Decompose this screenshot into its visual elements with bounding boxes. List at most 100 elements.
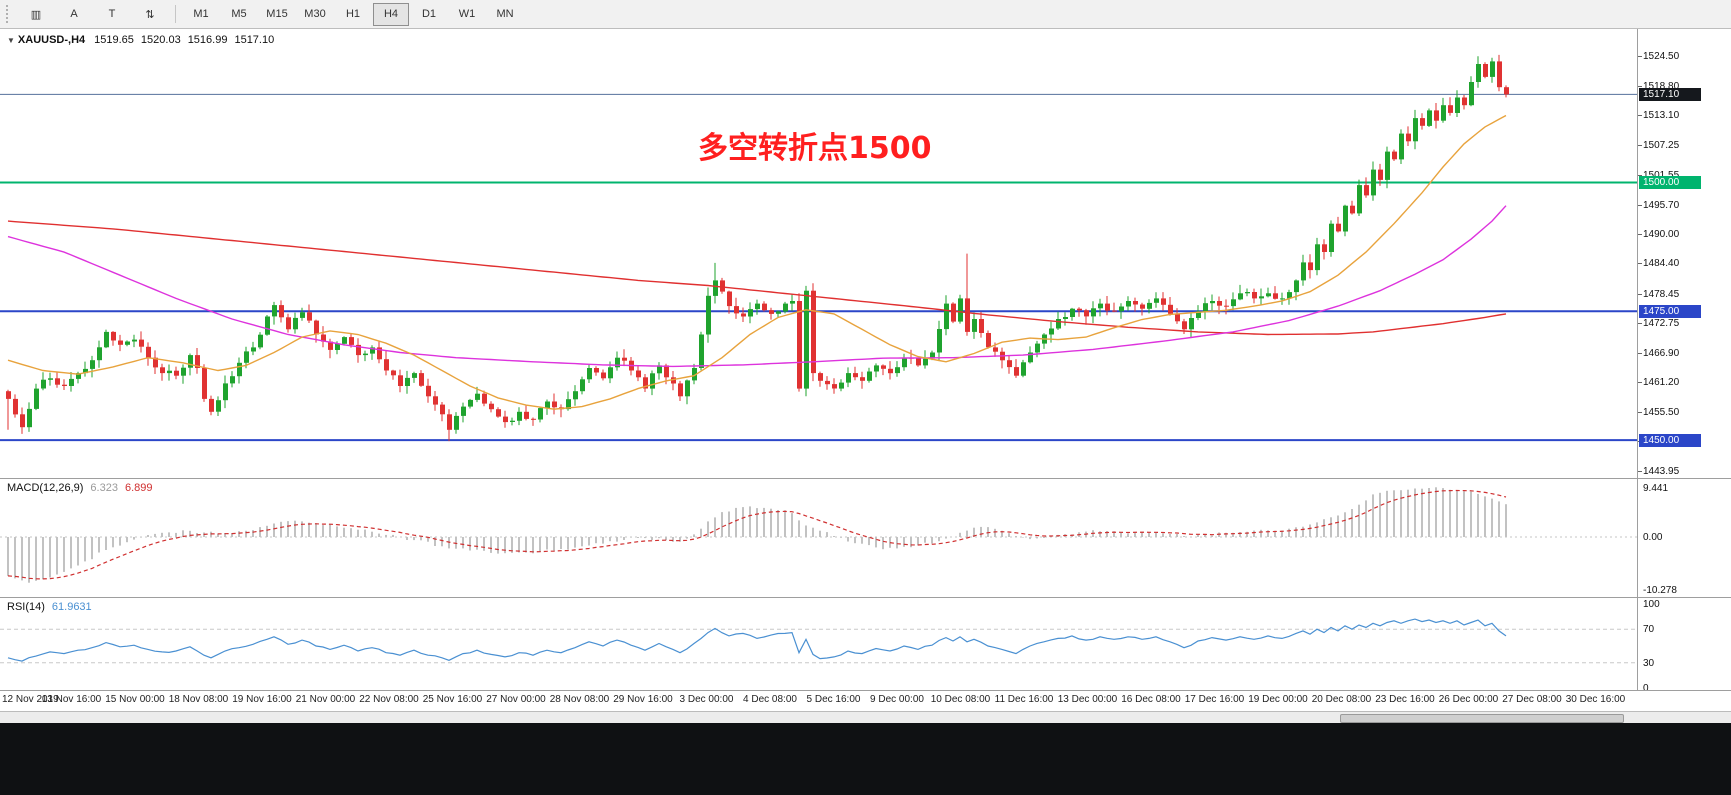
timeframe-d1[interactable]: D1 <box>421 8 437 20</box>
tool-buttons: ▥ A T ⇅ <box>17 3 169 26</box>
rsi-canvas[interactable] <box>0 598 1637 690</box>
toolbar-grip[interactable] <box>6 5 11 23</box>
timeframe-m5[interactable]: M5 <box>231 8 247 20</box>
macd-scale-label: -10.278 <box>1643 585 1677 596</box>
time-label: 16 Dec 08:00 <box>1121 694 1181 705</box>
rsi-scale-label: 0 <box>1643 683 1649 694</box>
rsi-scale-label: 100 <box>1643 599 1660 610</box>
symbol-dropdown-icon: ▼ <box>7 36 15 45</box>
price-tick-label: 1461.20 <box>1643 377 1680 388</box>
macd-name: MACD(12,26,9) <box>7 482 84 494</box>
time-label: 30 Dec 16:00 <box>1565 694 1626 705</box>
timeframe-m1[interactable]: M1 <box>193 8 209 20</box>
price-badge-1500.00: 1500.00 <box>1639 176 1701 189</box>
macd-main-value: 6.323 <box>90 482 118 494</box>
symbol-label: XAUUSD-,H4 <box>17 34 86 46</box>
price-tick-label: 1507.25 <box>1643 140 1680 151</box>
scroll-arrows-icon[interactable]: ⇅ <box>145 8 155 21</box>
time-label: 20 Dec 08:00 <box>1311 694 1372 705</box>
pane-separator-macd[interactable] <box>0 478 1731 479</box>
time-label: 5 Dec 16:00 <box>806 694 861 705</box>
timeframe-m30[interactable]: M30 <box>304 8 326 20</box>
price-scale[interactable]: 1524.50 1518.80 1513.10 1507.25 1501.55 1495.… <box>1637 29 1731 711</box>
horizontal-scrollbar[interactable] <box>0 711 1731 723</box>
time-label: 28 Nov 08:00 <box>549 694 610 705</box>
main-toolbar: ▥ A T ⇅ M1 M5 M15 M30 H1 H4 D1 W1 MN <box>0 0 1731 29</box>
price-tick <box>1638 115 1642 116</box>
price-tick-label: 1484.40 <box>1643 258 1680 269</box>
timeframe-mn[interactable]: MN <box>496 8 514 20</box>
time-label: 10 Dec 08:00 <box>930 694 991 705</box>
price-tick <box>1638 323 1642 324</box>
price-tick-label: 1478.45 <box>1643 289 1680 300</box>
price-badge-1517.10: 1517.10 <box>1639 88 1701 101</box>
text-tool-icon[interactable]: T <box>108 8 116 20</box>
pane-separator-rsi[interactable] <box>0 597 1731 598</box>
time-label: 27 Nov 00:00 <box>486 694 546 705</box>
time-label: 4 Dec 08:00 <box>743 694 797 705</box>
macd-signal-value: 6.899 <box>124 482 153 494</box>
price-tick <box>1638 86 1642 87</box>
scrollbar-thumb[interactable] <box>1340 714 1624 723</box>
price-tick-label: 1466.90 <box>1643 348 1680 359</box>
price-tick-label: 1524.50 <box>1643 51 1680 62</box>
timeframe-h4[interactable]: H4 <box>373 2 409 26</box>
timeframe-h1[interactable]: H1 <box>345 8 361 20</box>
price-badge-1450.00: 1450.00 <box>1639 434 1701 447</box>
price-tick <box>1638 205 1642 206</box>
price-tick <box>1638 471 1642 472</box>
price-badge-1475.00: 1475.00 <box>1639 305 1701 318</box>
main-chart-canvas[interactable] <box>0 30 1637 478</box>
time-label: 23 Dec 16:00 <box>1375 694 1435 705</box>
price-tick <box>1638 382 1642 383</box>
time-label: 13 Dec 00:00 <box>1057 694 1118 705</box>
rsi-indicator-label: RSI(14) 61.9631 <box>7 601 92 613</box>
price-tick-label: 1455.50 <box>1643 407 1680 418</box>
price-tick-label: 1501.55 <box>1643 170 1679 181</box>
ohlc-low: 1516.99 <box>187 34 228 46</box>
rsi-scale-label: 30 <box>1643 658 1655 669</box>
macd-canvas[interactable] <box>0 479 1637 597</box>
price-tick-label: 1495.70 <box>1643 200 1680 211</box>
rsi-scale-label: 70 <box>1643 624 1655 635</box>
price-tick <box>1638 56 1642 57</box>
rsi-name: RSI(14) <box>7 601 45 613</box>
charts-icon[interactable]: ▥ <box>30 8 42 21</box>
chart-annotation-text: 多空转折点1500 <box>698 131 932 166</box>
price-tick <box>1638 145 1642 146</box>
toolbar-separator <box>175 5 176 23</box>
cursor-icon[interactable]: A <box>70 8 78 20</box>
price-tick-label: 1443.95 <box>1643 466 1680 477</box>
time-label: 29 Nov 16:00 <box>613 694 673 705</box>
time-label: 17 Dec 16:00 <box>1184 694 1245 705</box>
macd-scale-label: 0.00 <box>1643 532 1663 543</box>
rsi-value: 61.9631 <box>51 601 92 613</box>
price-tick-label: 1513.10 <box>1643 110 1680 121</box>
chart-area[interactable]: ▼ XAUUSD-,H4 1519.65 1520.03 1516.99 1517.10 … <box>0 29 1731 795</box>
ohlc-high: 1520.03 <box>140 34 181 46</box>
price-tick-label: 1472.75 <box>1643 318 1680 329</box>
time-label: 9 Dec 00:00 <box>870 694 924 705</box>
ohlc-close: 1517.10 <box>234 34 275 46</box>
timeframe-m15[interactable]: M15 <box>266 8 288 20</box>
timeframe-w1[interactable]: W1 <box>458 8 476 20</box>
time-label: 25 Nov 16:00 <box>422 694 483 705</box>
pane-separator-time <box>0 690 1731 691</box>
time-label: 22 Nov 08:00 <box>359 694 419 705</box>
macd-indicator-label: MACD(12,26,9) 6.323 6.899 <box>7 482 152 494</box>
time-label: 15 Nov 00:00 <box>105 694 165 705</box>
price-tick-label: 1518.80 <box>1643 81 1680 92</box>
price-tick <box>1638 412 1642 413</box>
time-axis[interactable]: 12 Nov 2019 13 Nov 16:00 15 Nov 00:00 18 No… <box>0 691 1731 711</box>
time-label: 13 Nov 16:00 <box>41 694 102 705</box>
time-label: 27 Dec 08:00 <box>1502 694 1562 705</box>
time-label: 11 Dec 16:00 <box>994 694 1054 705</box>
time-label: 19 Dec 00:00 <box>1248 694 1308 705</box>
macd-scale-label: 9.441 <box>1643 483 1669 494</box>
time-label: 26 Dec 00:00 <box>1438 694 1499 705</box>
price-tick-label: 1490.00 <box>1643 229 1680 240</box>
price-tick <box>1638 234 1642 235</box>
time-label: 21 Nov 00:00 <box>295 694 356 705</box>
time-label: 12 Nov 2019 <box>2 694 59 705</box>
